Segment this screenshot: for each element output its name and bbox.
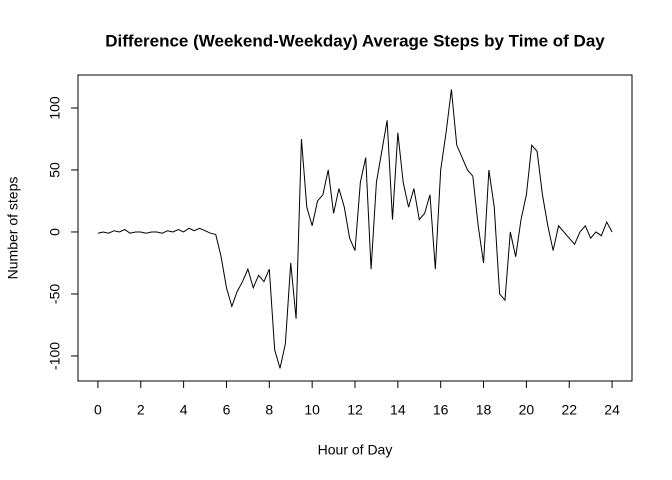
x-axis-label: Hour of Day xyxy=(318,442,393,458)
y-tick-label: -100 xyxy=(47,342,63,370)
x-tick-label: 12 xyxy=(347,402,363,418)
x-tick-label: 14 xyxy=(390,402,406,418)
x-tick-label: 4 xyxy=(180,402,188,418)
y-tick-label: 50 xyxy=(47,162,63,178)
y-tick-label: 0 xyxy=(47,228,63,236)
x-tick-label: 6 xyxy=(223,402,231,418)
y-tick-label: 100 xyxy=(47,96,63,120)
chart-title: Difference (Weekend-Weekday) Average Ste… xyxy=(105,31,605,50)
x-tick-label: 0 xyxy=(94,402,102,418)
y-axis-label: Number of steps xyxy=(5,177,21,280)
x-tick-label: 24 xyxy=(604,402,620,418)
x-tick-label: 8 xyxy=(265,402,273,418)
x-tick-label: 2 xyxy=(137,402,145,418)
y-tick-label: -50 xyxy=(47,284,63,304)
x-tick-label: 16 xyxy=(433,402,449,418)
x-tick-label: 10 xyxy=(304,402,320,418)
x-tick-label: 18 xyxy=(476,402,492,418)
plot-frame xyxy=(77,74,633,382)
x-tick-label: 20 xyxy=(519,402,535,418)
data-line xyxy=(97,89,613,369)
x-tick-label: 22 xyxy=(561,402,577,418)
